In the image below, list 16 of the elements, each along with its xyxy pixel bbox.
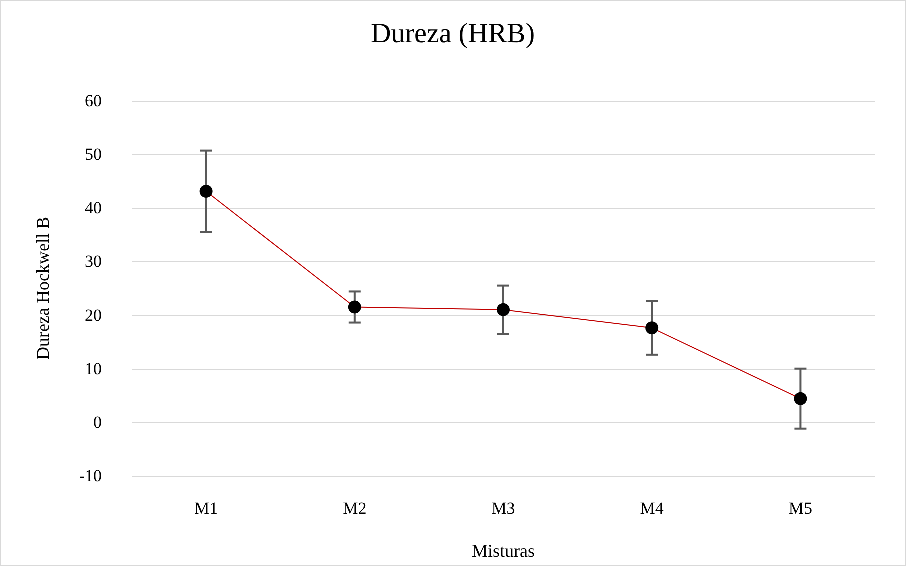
y-tick-label: 60	[85, 92, 102, 110]
y-tick-label: -10	[79, 466, 102, 486]
x-tick-label: M3	[492, 499, 516, 518]
y-tick-label: 50	[85, 145, 102, 164]
y-tick-label: 30	[85, 252, 102, 272]
x-tick-label: M2	[343, 499, 367, 518]
y-axis-title: Dureza Hockwell B	[33, 217, 53, 360]
x-tick-label: M1	[194, 499, 218, 518]
y-tick-label: 40	[85, 198, 102, 218]
x-tick-label: M4	[640, 499, 664, 518]
y-tick-label: 10	[85, 359, 102, 378]
y-tick-label: 0	[94, 412, 102, 432]
chart-title: Dureza (HRB)	[370, 18, 536, 50]
x-axis-title: Misturas	[472, 541, 535, 561]
y-tick-label: 20	[85, 306, 102, 325]
x-tick-label: M5	[788, 499, 813, 518]
